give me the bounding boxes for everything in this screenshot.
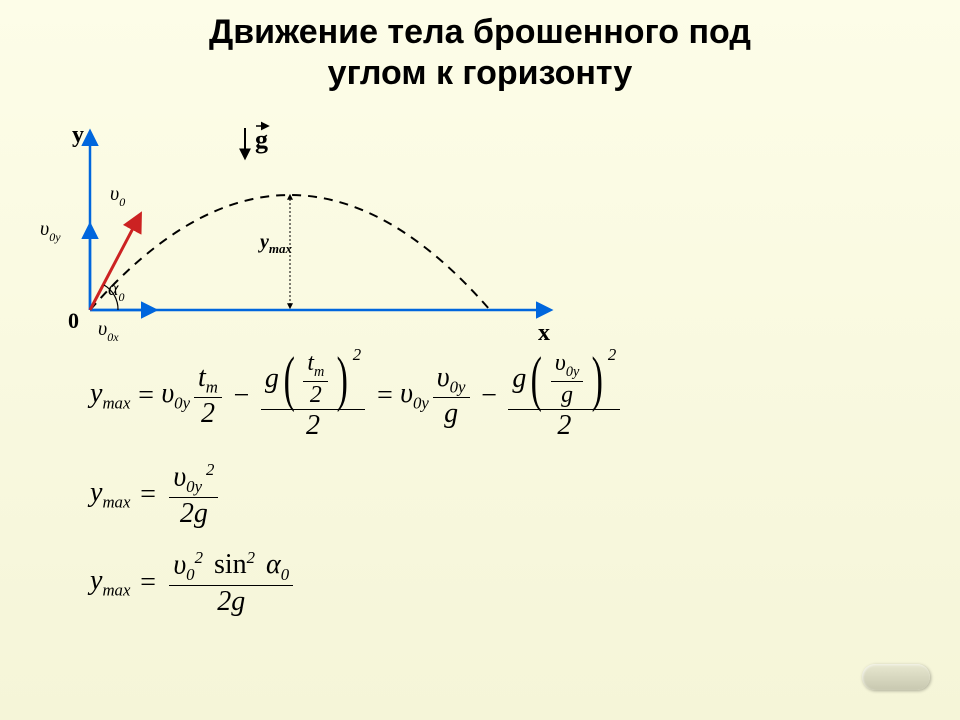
eq1-max: max (102, 394, 130, 413)
y-axis-label: y (72, 122, 84, 148)
eq1-frac-big2: g ( υ0y g ) 2 2 (508, 350, 620, 442)
title-line-1: Движение тела брошенного под (0, 12, 960, 53)
eq1-frac-v0yg: υ0y g (433, 362, 470, 431)
v0y-label: υ0y (40, 218, 61, 244)
origin-label: 0 (68, 308, 79, 333)
eq2-frac: υ0y2 2g (169, 460, 218, 530)
eq1-frac-big: g ( tm 2 ) 2 2 (261, 350, 365, 442)
v0x-label: υ0x (98, 318, 119, 344)
page-title: Движение тела брошенного под углом к гор… (0, 0, 960, 94)
equation-2: ymax = υ0y2 2g (90, 460, 624, 530)
equation-3: ymax = υ02 sin2 α0 2g (90, 548, 624, 618)
title-line-2: углом к горизонту (0, 53, 960, 94)
formula-area: ymax = υ0y tm 2 − g ( tm 2 ) 2 2 = (90, 350, 624, 636)
v0-label: υ0 (110, 183, 125, 209)
g-label: g (255, 125, 268, 154)
nav-button[interactable] (862, 664, 930, 690)
eq3-frac: υ02 sin2 α0 2g (169, 548, 293, 618)
ymax-label: ymax (258, 231, 293, 256)
equation-1: ymax = υ0y tm 2 − g ( tm 2 ) 2 2 = (90, 350, 624, 442)
projectile-diagram: y x 0 g υ0 υ0y υ0x α0 ymax (30, 120, 590, 350)
eq1-y: y (90, 378, 102, 409)
eq1-v0y-1: υ (161, 378, 174, 409)
eq1-frac-tm2: tm 2 (194, 362, 222, 431)
x-axis-label: x (538, 320, 550, 346)
